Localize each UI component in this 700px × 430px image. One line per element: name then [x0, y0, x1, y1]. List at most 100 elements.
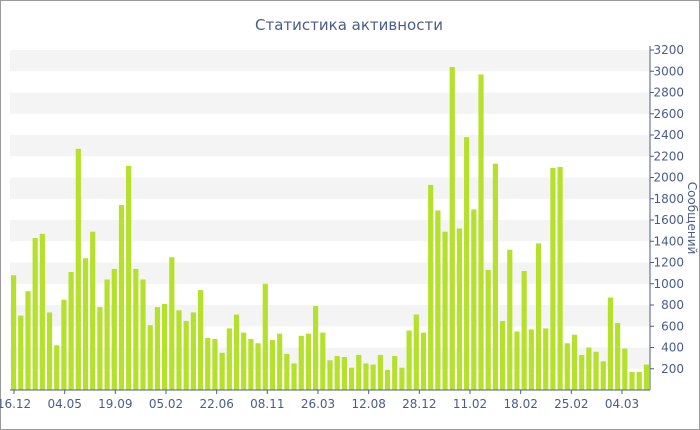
- bar: [392, 356, 398, 390]
- bar: [255, 343, 261, 390]
- bar: [241, 332, 247, 391]
- bar: [190, 312, 196, 390]
- bar: [607, 297, 614, 390]
- bar: [226, 328, 232, 391]
- x-tick-label: 19.09: [98, 397, 132, 411]
- y-tick-label: 600: [661, 319, 684, 333]
- bar: [162, 303, 168, 390]
- bar: [399, 367, 405, 390]
- bar: [442, 231, 448, 390]
- x-tick-label: 04.05: [47, 397, 81, 411]
- x-tick-label: 22.06: [199, 397, 233, 411]
- bar: [615, 323, 621, 390]
- chart-title: Статистика активности: [255, 16, 443, 34]
- y-axis-label: Сообщений: [685, 182, 699, 255]
- y-tick-label: 3000: [653, 64, 684, 78]
- bar: [348, 367, 355, 390]
- bar: [205, 337, 211, 390]
- bar: [18, 315, 24, 391]
- bar: [550, 167, 556, 390]
- bar: [233, 314, 240, 390]
- x-tick-label: 04.03: [605, 397, 639, 411]
- bar: [420, 332, 427, 391]
- bar: [277, 333, 283, 390]
- bar: [212, 339, 218, 390]
- y-tick-label: 1600: [653, 213, 684, 227]
- bar: [449, 67, 455, 390]
- bar: [636, 371, 642, 390]
- bar: [291, 363, 297, 390]
- bar: [262, 283, 268, 390]
- x-tick-label: 28.12: [402, 397, 436, 411]
- bar: [471, 209, 477, 391]
- bar: [456, 228, 463, 390]
- bar: [622, 348, 628, 390]
- y-tick-label: 2400: [653, 128, 684, 142]
- bar: [298, 335, 304, 390]
- bar: [485, 269, 491, 390]
- bar: [90, 231, 96, 390]
- bar: [11, 275, 17, 390]
- bar: [464, 137, 470, 391]
- bar: [579, 354, 585, 390]
- x-tick-label: 16.12: [0, 397, 31, 411]
- grid-band: [10, 135, 650, 157]
- x-tick-label: 25.02: [554, 397, 588, 411]
- bar: [384, 369, 391, 390]
- bar: [219, 352, 225, 390]
- y-tick-label: 800: [661, 298, 684, 312]
- bar: [643, 364, 649, 390]
- bar: [111, 268, 117, 391]
- bar: [535, 243, 542, 391]
- y-tick-label: 1000: [653, 277, 684, 291]
- bar: [68, 272, 74, 390]
- bar: [571, 334, 578, 390]
- bar: [377, 354, 383, 390]
- y-tick-label: 200: [661, 362, 684, 376]
- y-tick-label: 2200: [653, 149, 684, 163]
- bar: [269, 340, 276, 390]
- bar: [197, 290, 204, 391]
- bar: [118, 205, 125, 390]
- bar: [500, 320, 506, 390]
- bar: [75, 148, 81, 390]
- bar: [147, 325, 153, 390]
- bar: [406, 330, 412, 390]
- bar: [492, 163, 498, 390]
- y-tick-label: 3200: [653, 43, 684, 57]
- bar: [320, 332, 326, 391]
- bar: [413, 314, 419, 390]
- bar: [313, 306, 319, 390]
- x-tick-label: 18.02: [503, 397, 537, 411]
- bar: [521, 271, 527, 390]
- bar: [356, 354, 362, 390]
- bar: [428, 184, 434, 390]
- bar: [528, 329, 534, 390]
- bar: [370, 364, 376, 390]
- bar: [600, 361, 606, 390]
- bar: [104, 279, 110, 390]
- bar: [327, 360, 333, 390]
- bar: [126, 165, 132, 390]
- bar: [543, 328, 549, 391]
- y-tick-label: 2800: [653, 86, 684, 100]
- bar: [97, 307, 103, 391]
- bar: [305, 333, 312, 390]
- bar: [248, 339, 254, 390]
- bar: [478, 74, 484, 390]
- y-tick-label: 1800: [653, 192, 684, 206]
- y-tick-label: 400: [661, 341, 684, 355]
- bar: [61, 299, 67, 390]
- bar: [133, 268, 139, 391]
- bar: [169, 257, 175, 390]
- grid-band: [10, 220, 650, 242]
- bar: [154, 307, 161, 391]
- bar: [507, 249, 513, 390]
- bar: [435, 210, 441, 390]
- bar: [284, 353, 290, 391]
- bar: [629, 371, 635, 390]
- grid-band: [10, 92, 650, 114]
- bar: [514, 331, 520, 390]
- bar: [341, 357, 347, 390]
- y-tick-label: 2000: [653, 171, 684, 185]
